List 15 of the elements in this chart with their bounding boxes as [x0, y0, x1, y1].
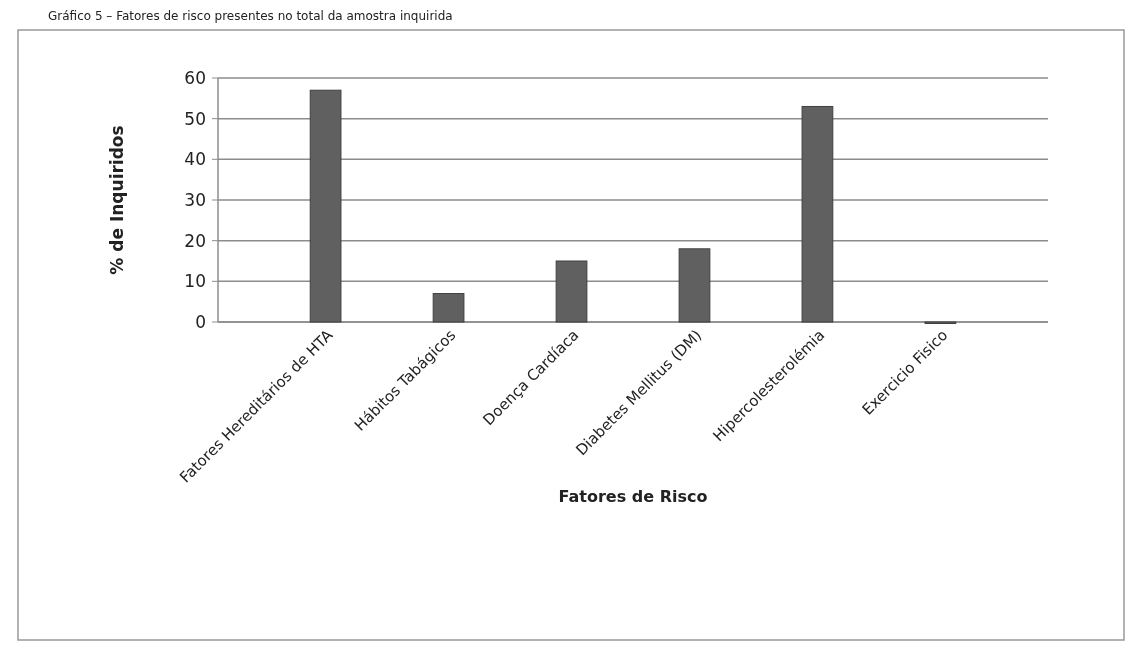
bar	[432, 293, 465, 323]
bar	[309, 89, 342, 323]
bar	[555, 260, 588, 323]
y-tick-label: 10	[184, 271, 206, 292]
bar	[678, 248, 711, 323]
y-axis-title: % de Inquiridos	[107, 125, 127, 275]
y-tick-label: 60	[184, 67, 206, 88]
bar	[801, 105, 834, 323]
chart-title: Gráfico 5 – Fatores de risco presentes no total da amostra inquirida	[48, 9, 453, 23]
y-tick-label: 50	[184, 108, 206, 129]
y-tick-label: 40	[184, 149, 206, 170]
y-tick-label: 30	[184, 189, 206, 210]
x-axis-title: Fatores de Risco	[558, 487, 708, 506]
y-tick-label: 0	[195, 311, 206, 332]
y-tick-label: 20	[184, 230, 206, 251]
